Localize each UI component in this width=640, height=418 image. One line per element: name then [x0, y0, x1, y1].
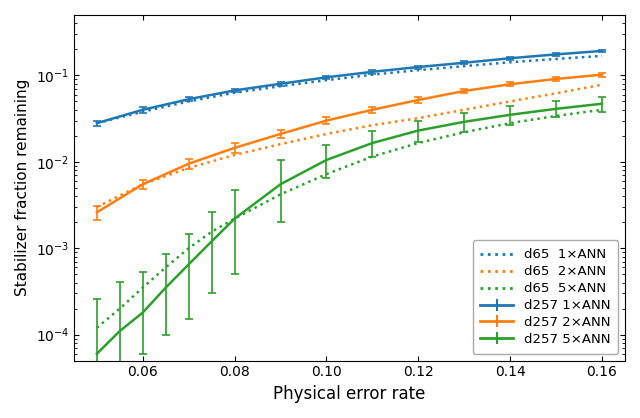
X-axis label: Physical error rate: Physical error rate	[273, 385, 426, 403]
Y-axis label: Stabilizer fraction remaining: Stabilizer fraction remaining	[15, 79, 30, 296]
Legend: d65  1×ANN, d65  2×ANN, d65  5×ANN, d257 1×ANN, d257 2×ANN, d257 5×ANN: d65 1×ANN, d65 2×ANN, d65 5×ANN, d257 1×…	[472, 240, 618, 354]
